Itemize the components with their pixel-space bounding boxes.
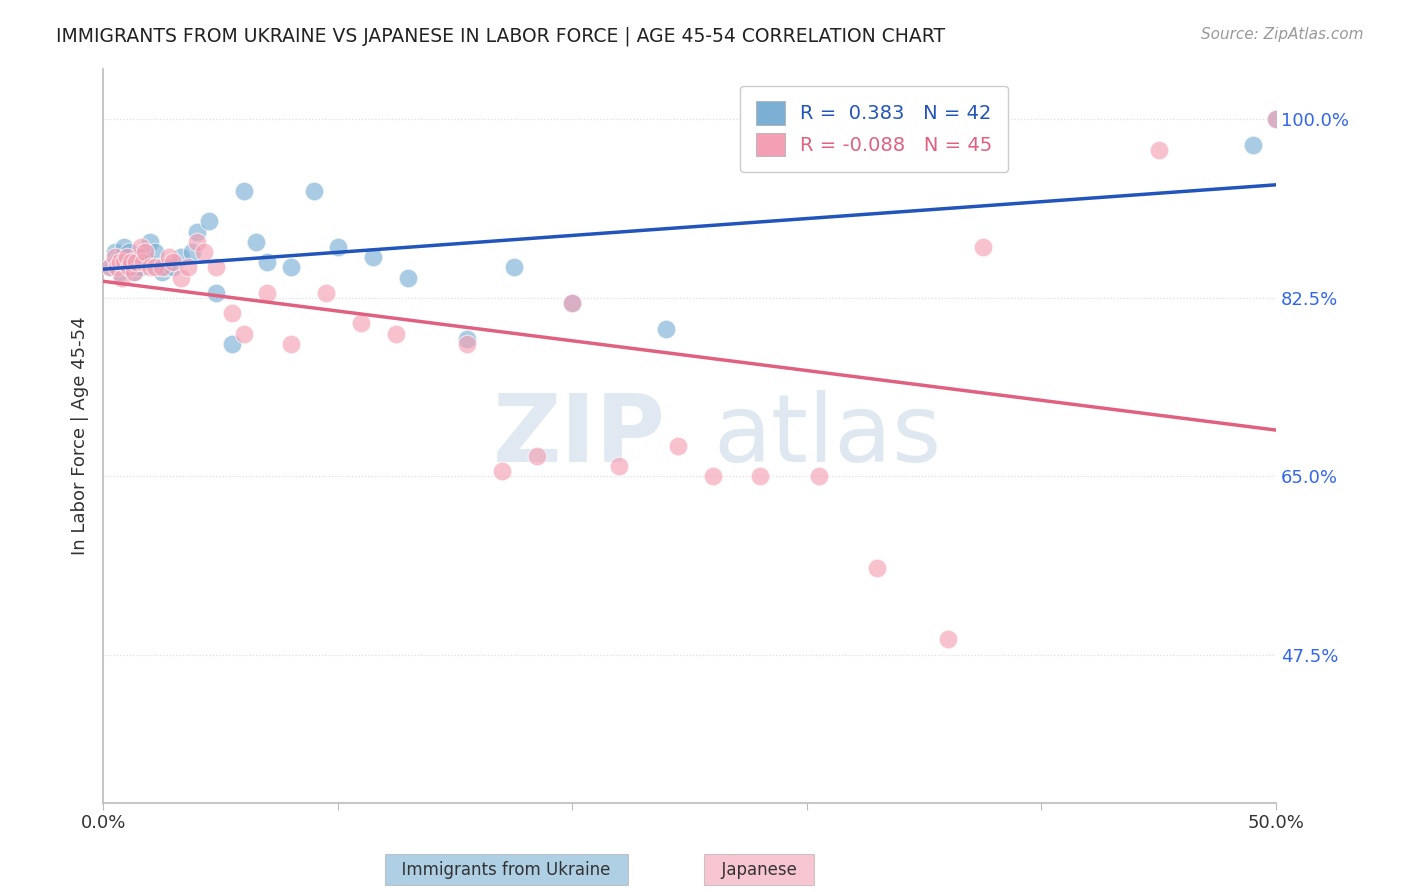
Point	[125, 260, 148, 275]
Point	[134, 245, 156, 260]
Point	[204, 285, 226, 300]
Point	[197, 214, 219, 228]
Point	[98, 260, 121, 275]
Point	[456, 336, 478, 351]
Point	[136, 255, 159, 269]
Point	[120, 255, 142, 269]
Point	[150, 265, 173, 279]
Point	[132, 250, 155, 264]
Point	[143, 260, 166, 275]
Point	[186, 225, 208, 239]
Point	[155, 260, 177, 275]
Point	[456, 332, 478, 346]
Point	[162, 260, 184, 275]
Point	[115, 260, 138, 275]
Point	[108, 255, 131, 269]
Point	[143, 245, 166, 260]
Text: Immigrants from Ukraine: Immigrants from Ukraine	[391, 861, 621, 879]
Point	[146, 260, 169, 275]
Point	[702, 469, 724, 483]
Point	[1241, 138, 1264, 153]
Point	[315, 285, 337, 300]
Point	[256, 285, 278, 300]
Point	[127, 250, 149, 264]
Point	[326, 240, 349, 254]
Point	[666, 439, 689, 453]
Point	[491, 464, 513, 478]
Point	[169, 270, 191, 285]
Point	[256, 255, 278, 269]
Text: ZIP: ZIP	[494, 390, 666, 482]
Point	[122, 265, 145, 279]
Text: Japanese: Japanese	[711, 861, 807, 879]
Point	[561, 296, 583, 310]
Point	[866, 561, 889, 575]
Point	[150, 260, 173, 275]
Point	[193, 245, 215, 260]
Point	[122, 265, 145, 279]
Point	[1265, 112, 1288, 127]
Point	[132, 255, 155, 269]
Point	[104, 245, 127, 260]
Point	[807, 469, 830, 483]
Point	[105, 255, 128, 269]
Point	[111, 250, 134, 264]
Text: IMMIGRANTS FROM UKRAINE VS JAPANESE IN LABOR FORCE | AGE 45-54 CORRELATION CHART: IMMIGRANTS FROM UKRAINE VS JAPANESE IN L…	[56, 27, 945, 46]
Point	[561, 296, 583, 310]
Point	[112, 255, 135, 269]
Y-axis label: In Labor Force | Age 45-54: In Labor Force | Age 45-54	[72, 317, 89, 555]
Point	[125, 255, 148, 269]
Point	[607, 459, 630, 474]
Point	[972, 240, 994, 254]
Point	[1147, 143, 1170, 157]
Point	[526, 449, 548, 463]
Point	[385, 326, 408, 341]
Point	[1265, 112, 1288, 127]
Point	[204, 260, 226, 275]
Point	[655, 321, 678, 335]
Point	[134, 255, 156, 269]
Point	[361, 250, 384, 264]
Point	[232, 326, 254, 341]
Point	[169, 250, 191, 264]
Legend: R =  0.383   N = 42, R = -0.088   N = 45: R = 0.383 N = 42, R = -0.088 N = 45	[740, 86, 1008, 172]
Point	[129, 240, 152, 254]
Text: Source: ZipAtlas.com: Source: ZipAtlas.com	[1201, 27, 1364, 42]
Point	[936, 632, 959, 647]
Point	[129, 260, 152, 275]
Point	[118, 245, 141, 260]
Point	[232, 184, 254, 198]
Point	[245, 235, 267, 249]
Point	[139, 235, 162, 249]
Point	[120, 255, 142, 269]
Point	[396, 270, 419, 285]
Point	[108, 265, 131, 279]
Point	[280, 336, 302, 351]
Point	[502, 260, 524, 275]
Text: atlas: atlas	[713, 390, 941, 482]
Point	[157, 250, 180, 264]
Point	[176, 260, 198, 275]
Point	[118, 260, 141, 275]
Point	[280, 260, 302, 275]
Point	[139, 260, 162, 275]
Point	[111, 270, 134, 285]
Point	[162, 255, 184, 269]
Point	[98, 260, 121, 275]
Point	[302, 184, 325, 198]
Point	[748, 469, 770, 483]
Point	[115, 250, 138, 264]
Point	[112, 240, 135, 254]
Point	[105, 260, 128, 275]
Point	[186, 235, 208, 249]
Point	[221, 306, 243, 320]
Point	[181, 245, 204, 260]
Point	[221, 336, 243, 351]
Point	[350, 317, 373, 331]
Point	[104, 250, 127, 264]
